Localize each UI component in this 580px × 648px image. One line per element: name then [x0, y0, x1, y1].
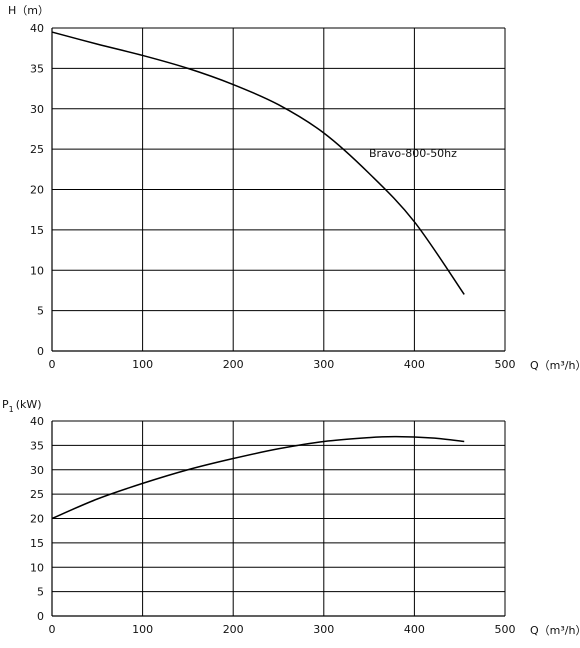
power-y-axis-label: P1 (kW): [2, 398, 42, 414]
power-chart-y-ticks: 0 5 10 15 20 25 30 35 40: [30, 415, 44, 623]
power-chart-grid: [52, 420, 506, 616]
power-y-tick-label: 40: [30, 415, 44, 428]
head-chart-axes: [51, 28, 505, 352]
head-y-tick-label: 0: [37, 345, 44, 358]
power-chart-x-ticks: 0 100 200 300 400 500: [49, 623, 516, 636]
power-x-tick-label: 400: [404, 623, 425, 636]
head-curve-line: [51, 31, 465, 295]
power-y-tick-label: 10: [30, 561, 44, 574]
power-x-tick-label: 200: [223, 623, 244, 636]
head-y-tick-label: 15: [30, 224, 44, 237]
power-y-tick-label: 15: [30, 537, 44, 550]
power-x-tick-label: 500: [495, 623, 516, 636]
power-y-tick-label: 5: [37, 586, 44, 599]
head-chart: 0 100 200 300 400 500 0 5 10 15 20 25 30 35 40 Bravo-…: [8, 4, 580, 372]
head-y-tick-label: 20: [30, 184, 44, 197]
head-y-tick-label: 25: [30, 143, 44, 156]
head-chart-grid: [52, 27, 506, 351]
head-y-tick-label: 40: [30, 22, 44, 35]
head-y-tick-label: 35: [30, 62, 44, 75]
power-y-tick-label: 20: [30, 513, 44, 526]
head-x-tick-label: 500: [495, 358, 516, 371]
head-x-tick-label: 0: [49, 358, 56, 371]
head-chart-x-ticks: 0 100 200 300 400 500: [49, 358, 516, 371]
head-chart-y-ticks: 0 5 10 15 20 25 30 35 40: [30, 22, 44, 358]
head-y-axis-label: H（m）: [8, 4, 49, 17]
power-x-axis-label: Q（m³/h）: [530, 624, 580, 637]
power-x-tick-label: 100: [132, 623, 153, 636]
head-curve-label: Bravo-800-50hz: [369, 147, 457, 160]
head-x-tick-label: 400: [404, 358, 425, 371]
power-y-tick-label: 25: [30, 488, 44, 501]
head-x-tick-label: 300: [313, 358, 334, 371]
head-x-axis-label: Q（m³/h）: [530, 359, 580, 372]
head-y-tick-label: 5: [37, 305, 44, 318]
power-curve-line: [51, 435, 465, 520]
head-x-tick-label: 100: [132, 358, 153, 371]
power-x-tick-label: 300: [313, 623, 334, 636]
power-y-tick-label: 30: [30, 464, 44, 477]
head-y-tick-label: 10: [30, 264, 44, 277]
power-chart: 0 100 200 300 400 500 0 5 10 15 20 25 30 35 40 P1 (kW)…: [2, 398, 580, 637]
power-y-tick-label: 0: [37, 610, 44, 623]
head-x-tick-label: 200: [223, 358, 244, 371]
power-y-tick-label: 35: [30, 439, 44, 452]
power-x-tick-label: 0: [49, 623, 56, 636]
head-y-tick-label: 30: [30, 103, 44, 116]
